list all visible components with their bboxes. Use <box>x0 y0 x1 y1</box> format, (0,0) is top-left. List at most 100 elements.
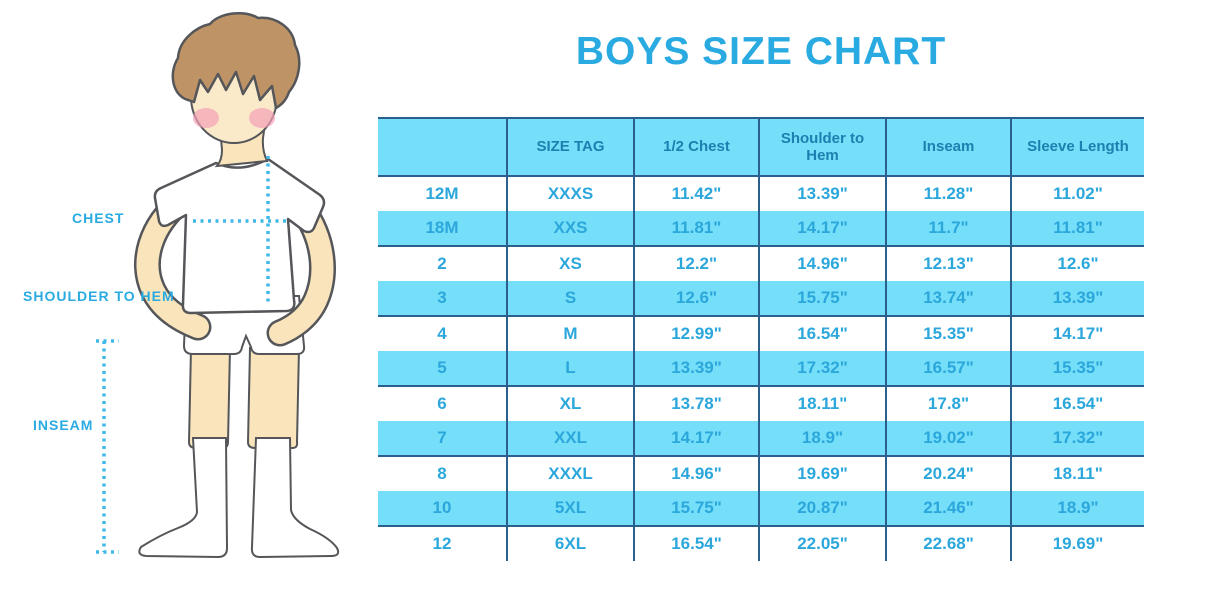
left-cheek <box>193 108 219 128</box>
measurement-cell: XS <box>506 246 634 281</box>
column-header: Inseam <box>885 117 1011 177</box>
measurement-cell: 15.75" <box>633 491 759 527</box>
left-sock <box>138 437 229 559</box>
measurement-cell: 19.69" <box>1010 526 1144 561</box>
measurement-cell: 14.96" <box>758 246 886 281</box>
measurement-cell: 15.35" <box>1010 351 1144 387</box>
measurement-cell: M <box>506 316 634 351</box>
measurement-cell: 14.17" <box>633 421 759 457</box>
measurement-cell: 17.32" <box>758 351 886 387</box>
table-body: 12M XXXS 11.42" 13.39" 11.28" 11.02" 18M XXS 11.… <box>378 176 1144 561</box>
size-cell: 12 <box>378 526 507 561</box>
measurement-cell: 15.75" <box>758 281 886 317</box>
measurement-cell: 14.96" <box>633 456 759 491</box>
measurement-cell: 16.54" <box>633 526 759 561</box>
table-row: 18M XXS 11.81" 14.17" 11.7" 11.81" <box>378 211 1144 247</box>
measurement-cell: 13.78" <box>633 386 759 421</box>
hair <box>171 11 301 110</box>
column-header <box>378 117 507 177</box>
measurement-cell: XXXS <box>506 176 634 211</box>
measurement-cell: XXXL <box>506 456 634 491</box>
measurement-cell: 11.81" <box>633 211 759 247</box>
header-row: SIZE TAG 1/2 Chest Shoulder to Hem Inseam Sl… <box>378 117 1144 177</box>
size-chart-table: SIZE TAG 1/2 Chest Shoulder to Hem Inseam Sl… <box>378 117 1144 561</box>
measurement-cell: S <box>506 281 634 317</box>
size-cell: 18M <box>378 211 507 247</box>
size-cell: 8 <box>378 456 507 491</box>
size-cell: 6 <box>378 386 507 421</box>
measurement-cell: XXL <box>506 421 634 457</box>
t-shirt <box>153 157 326 315</box>
boy-illustration <box>96 11 340 559</box>
measurement-cell: 11.42" <box>633 176 759 211</box>
table-row: 6 XL 13.78" 18.11" 17.8" 16.54" <box>378 386 1144 421</box>
table-header: SIZE TAG 1/2 Chest Shoulder to Hem Inseam Sl… <box>378 117 1144 177</box>
measurement-cell: 12.6" <box>1010 246 1144 281</box>
table-row: 10 5XL 15.75" 20.87" 21.46" 18.9" <box>378 491 1144 527</box>
table-row: 8 XXXL 14.96" 19.69" 20.24" 18.11" <box>378 456 1144 491</box>
shoulder-to-hem-label: SHOULDER TO HEM <box>23 288 175 304</box>
measurement-cell: 18.9" <box>1010 491 1144 527</box>
measurement-cell: 20.24" <box>885 456 1011 491</box>
measurement-cell: 11.7" <box>885 211 1011 247</box>
size-cell: 10 <box>378 491 507 527</box>
measurement-cell: 16.54" <box>758 316 886 351</box>
measurement-cell: L <box>506 351 634 387</box>
measurement-cell: 12.13" <box>885 246 1011 281</box>
measurement-cell: 11.81" <box>1010 211 1144 247</box>
measurement-cell: 12.2" <box>633 246 759 281</box>
head <box>171 11 301 144</box>
measurement-cell: 22.05" <box>758 526 886 561</box>
column-header: 1/2 Chest <box>633 117 759 177</box>
measurement-cell: XXS <box>506 211 634 247</box>
table-row: 7 XXL 14.17" 18.9" 19.02" 17.32" <box>378 421 1144 457</box>
measurement-cell: 21.46" <box>885 491 1011 527</box>
measurement-cell: 6XL <box>506 526 634 561</box>
measurement-cell: 11.02" <box>1010 176 1144 211</box>
measurement-cell: 12.6" <box>633 281 759 317</box>
table-row: 3 S 12.6" 15.75" 13.74" 13.39" <box>378 281 1144 317</box>
size-cell: 3 <box>378 281 507 317</box>
size-cell: 7 <box>378 421 507 457</box>
measurement-cell: 5XL <box>506 491 634 527</box>
measurement-cell: 13.39" <box>633 351 759 387</box>
measurement-guides <box>96 156 288 554</box>
inseam-label: INSEAM <box>33 417 94 433</box>
right-sock <box>250 437 340 559</box>
measurement-cell: 12.99" <box>633 316 759 351</box>
measurement-cell: 15.35" <box>885 316 1011 351</box>
chest-label: CHEST <box>72 210 125 226</box>
table-row: 12 6XL 16.54" 22.05" 22.68" 19.69" <box>378 526 1144 561</box>
measurement-cell: 22.68" <box>885 526 1011 561</box>
measurement-cell: 16.57" <box>885 351 1011 387</box>
measurement-cell: 16.54" <box>1010 386 1144 421</box>
size-cell: 5 <box>378 351 507 387</box>
column-header: Shoulder to Hem <box>758 117 886 177</box>
measurement-cell: 19.02" <box>885 421 1011 457</box>
measurement-cell: 13.39" <box>1010 281 1144 317</box>
measurement-cell: 11.28" <box>885 176 1011 211</box>
measurement-cell: 19.69" <box>758 456 886 491</box>
table-row: 5 L 13.39" 17.32" 16.57" 15.35" <box>378 351 1144 387</box>
size-cell: 12M <box>378 176 507 211</box>
column-header: Sleeve Length <box>1010 117 1144 177</box>
measurement-cell: 14.17" <box>1010 316 1144 351</box>
measurement-cell: 18.11" <box>1010 456 1144 491</box>
measurement-cell: 17.32" <box>1010 421 1144 457</box>
measurement-cell: 13.39" <box>758 176 886 211</box>
boy-figure <box>133 11 340 559</box>
column-header: SIZE TAG <box>506 117 634 177</box>
measurement-cell: 18.11" <box>758 386 886 421</box>
table-row: 12M XXXS 11.42" 13.39" 11.28" 11.02" <box>378 176 1144 211</box>
measurement-cell: 13.74" <box>885 281 1011 317</box>
left-leg <box>187 347 232 449</box>
table-row: 4 M 12.99" 16.54" 15.35" 14.17" <box>378 316 1144 351</box>
size-cell: 4 <box>378 316 507 351</box>
right-cheek <box>249 108 275 128</box>
measurement-cell: XL <box>506 386 634 421</box>
table-row: 2 XS 12.2" 14.96" 12.13" 12.6" <box>378 246 1144 281</box>
measurement-cell: 18.9" <box>758 421 886 457</box>
measurement-cell: 17.8" <box>885 386 1011 421</box>
right-leg <box>246 347 301 449</box>
